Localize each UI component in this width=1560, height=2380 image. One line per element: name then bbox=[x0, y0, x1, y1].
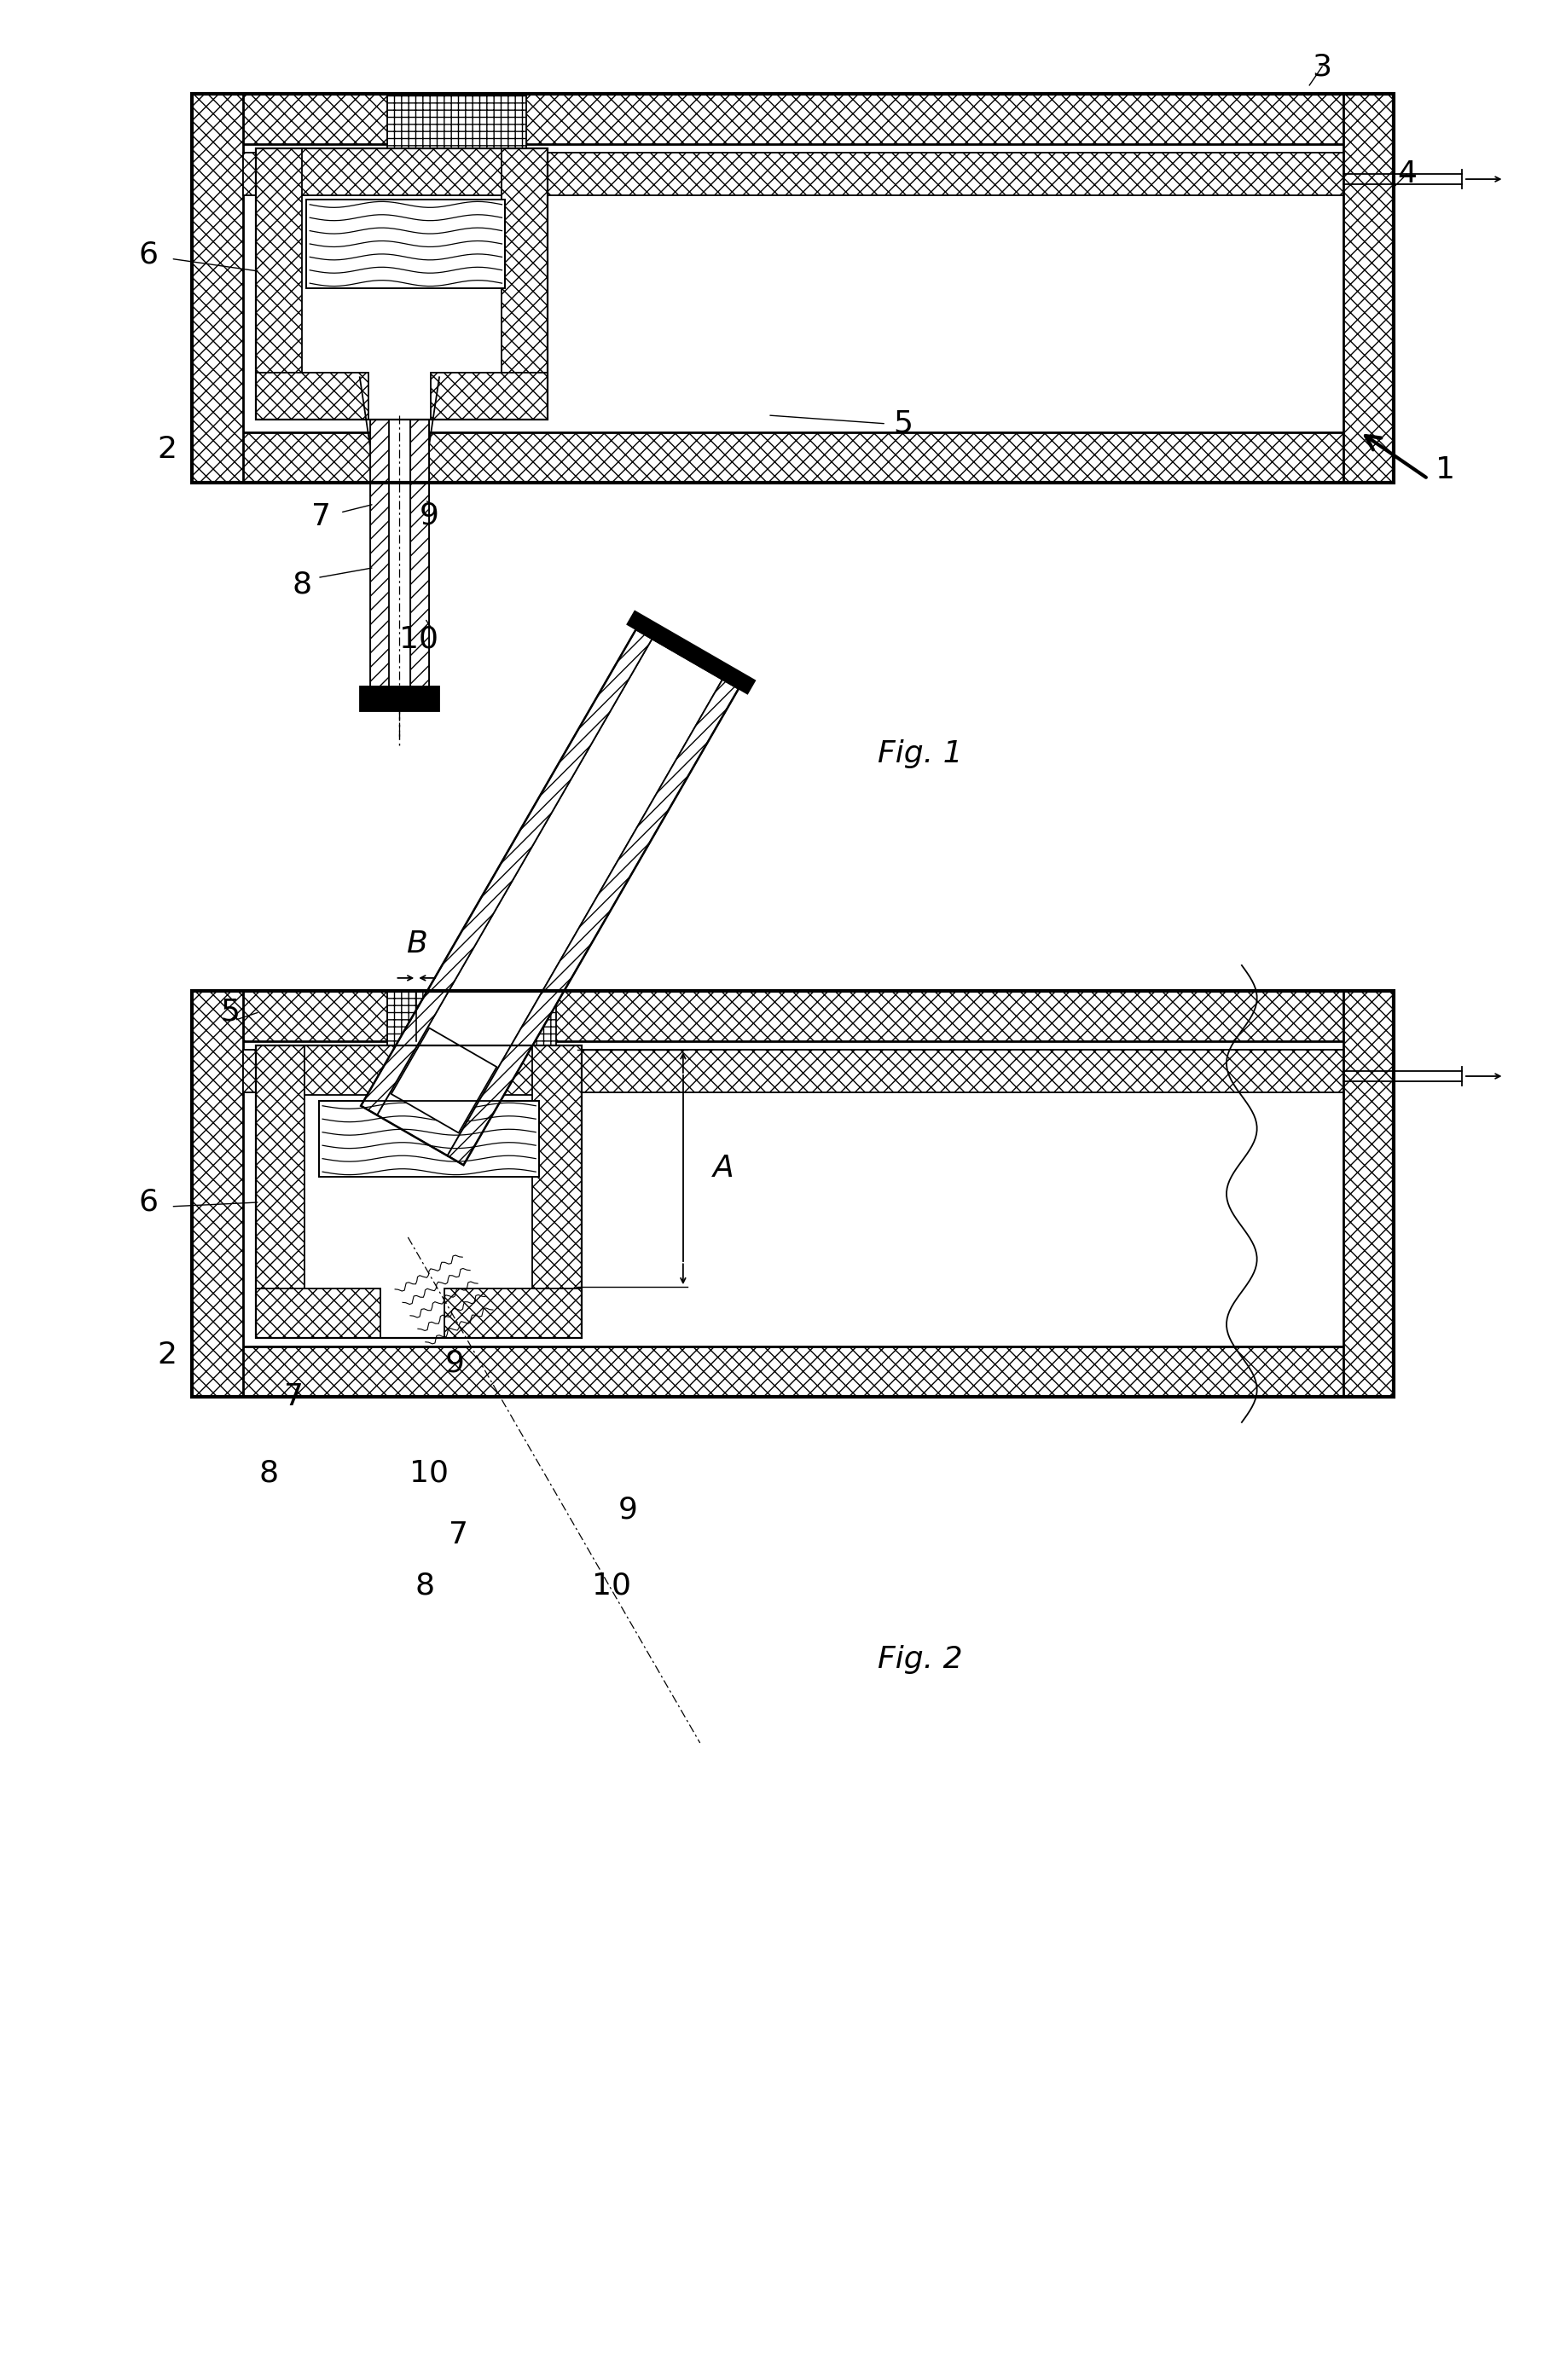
Text: 9: 9 bbox=[445, 1349, 465, 1378]
Text: 8: 8 bbox=[292, 569, 312, 600]
Bar bbox=[243, 152, 1343, 195]
Text: 10: 10 bbox=[410, 1459, 449, 1488]
Bar bbox=[192, 433, 1395, 483]
Bar bbox=[370, 419, 388, 695]
Bar bbox=[431, 374, 548, 419]
Text: 7: 7 bbox=[284, 1383, 304, 1411]
Bar bbox=[192, 990, 1395, 1397]
Text: 7: 7 bbox=[449, 1521, 468, 1549]
Polygon shape bbox=[627, 612, 755, 693]
Bar bbox=[192, 990, 1395, 1042]
Bar bbox=[306, 200, 505, 288]
Bar bbox=[192, 93, 243, 483]
Bar bbox=[501, 148, 548, 419]
Text: 8: 8 bbox=[259, 1459, 278, 1488]
Polygon shape bbox=[392, 1028, 496, 1133]
Bar bbox=[445, 1288, 582, 1338]
Text: 4: 4 bbox=[1398, 159, 1416, 188]
Text: 10: 10 bbox=[591, 1571, 630, 1599]
Text: 9: 9 bbox=[420, 500, 438, 531]
Bar bbox=[387, 990, 555, 1045]
Bar bbox=[256, 148, 548, 419]
Bar bbox=[243, 1050, 1343, 1092]
Bar bbox=[320, 1100, 540, 1176]
Text: 2: 2 bbox=[158, 436, 176, 464]
Bar bbox=[256, 374, 368, 419]
Bar bbox=[388, 419, 410, 695]
Text: 5: 5 bbox=[220, 997, 240, 1026]
Bar bbox=[387, 93, 526, 148]
Text: 6: 6 bbox=[139, 240, 158, 269]
Text: 7: 7 bbox=[310, 502, 331, 531]
Bar bbox=[1343, 990, 1395, 1397]
Bar bbox=[320, 1100, 540, 1176]
Bar bbox=[306, 200, 505, 288]
Text: 3: 3 bbox=[1312, 52, 1332, 81]
Bar bbox=[192, 990, 243, 1397]
Bar bbox=[1343, 93, 1395, 483]
Text: 9: 9 bbox=[618, 1495, 638, 1523]
Text: Fig. 1: Fig. 1 bbox=[878, 740, 963, 769]
Bar bbox=[256, 1045, 582, 1338]
Text: 10: 10 bbox=[399, 626, 438, 655]
Bar bbox=[256, 1045, 582, 1095]
Text: A: A bbox=[713, 1154, 733, 1183]
Bar bbox=[360, 685, 440, 712]
Polygon shape bbox=[360, 628, 652, 1116]
Polygon shape bbox=[378, 638, 722, 1157]
Bar bbox=[410, 419, 429, 695]
Bar bbox=[256, 1045, 304, 1338]
Text: 8: 8 bbox=[415, 1571, 435, 1599]
Text: 2: 2 bbox=[158, 1340, 176, 1368]
Text: 1: 1 bbox=[1435, 455, 1454, 486]
Text: 6: 6 bbox=[139, 1188, 158, 1216]
Bar bbox=[256, 1288, 381, 1338]
Bar bbox=[192, 93, 1395, 145]
Bar bbox=[532, 1045, 582, 1338]
Polygon shape bbox=[448, 678, 738, 1166]
Bar bbox=[256, 148, 303, 419]
Text: B: B bbox=[406, 931, 427, 959]
Bar bbox=[192, 1347, 1395, 1397]
Text: Fig. 2: Fig. 2 bbox=[878, 1645, 963, 1673]
Bar bbox=[370, 419, 429, 695]
Text: 5: 5 bbox=[894, 409, 913, 438]
Bar bbox=[192, 93, 1395, 483]
Bar bbox=[256, 148, 548, 195]
